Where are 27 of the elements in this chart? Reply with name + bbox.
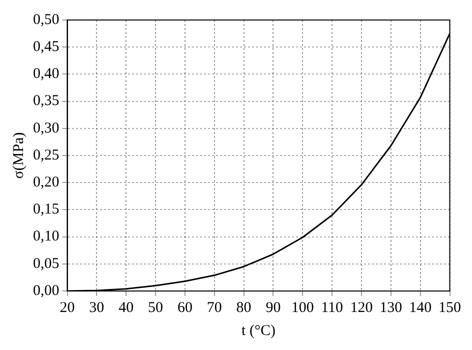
x-tick-label: 90 [266,300,281,316]
x-axis-title: t (°C) [242,322,276,339]
y-tick-label: 0,10 [33,228,60,245]
x-tick-label: 140 [409,300,432,316]
x-tick-label: 100 [291,300,314,316]
x-tick-label: 110 [321,300,344,316]
x-tick-label: 30 [89,300,104,316]
y-tick-label: 0,45 [33,39,60,56]
y-tick-label: 0,15 [33,202,60,218]
x-tick-label: 60 [177,300,192,316]
x-tick-label: 40 [118,300,134,316]
y-tick-label: 0,40 [33,66,60,82]
y-tick-label: 0,05 [33,256,60,272]
y-tick-label: 0,00 [33,282,60,299]
x-tick-label: 70 [206,300,222,316]
x-tick-label: 20 [60,300,75,316]
y-tick-label: 0,50 [33,12,60,28]
y-axis-title: σ(MPa) [10,132,27,179]
y-tick-label: 0,35 [33,93,60,110]
y-tick-label: 0,25 [33,147,60,164]
x-tick-label: 50 [148,300,164,316]
x-tick-label: 80 [236,300,252,316]
y-tick-label: 0,30 [33,120,60,136]
x-tick-label: 150 [438,300,461,316]
x-tick-label: 120 [350,300,373,316]
x-tick-label: 130 [380,300,402,316]
y-tick-label: 0,20 [33,174,60,191]
